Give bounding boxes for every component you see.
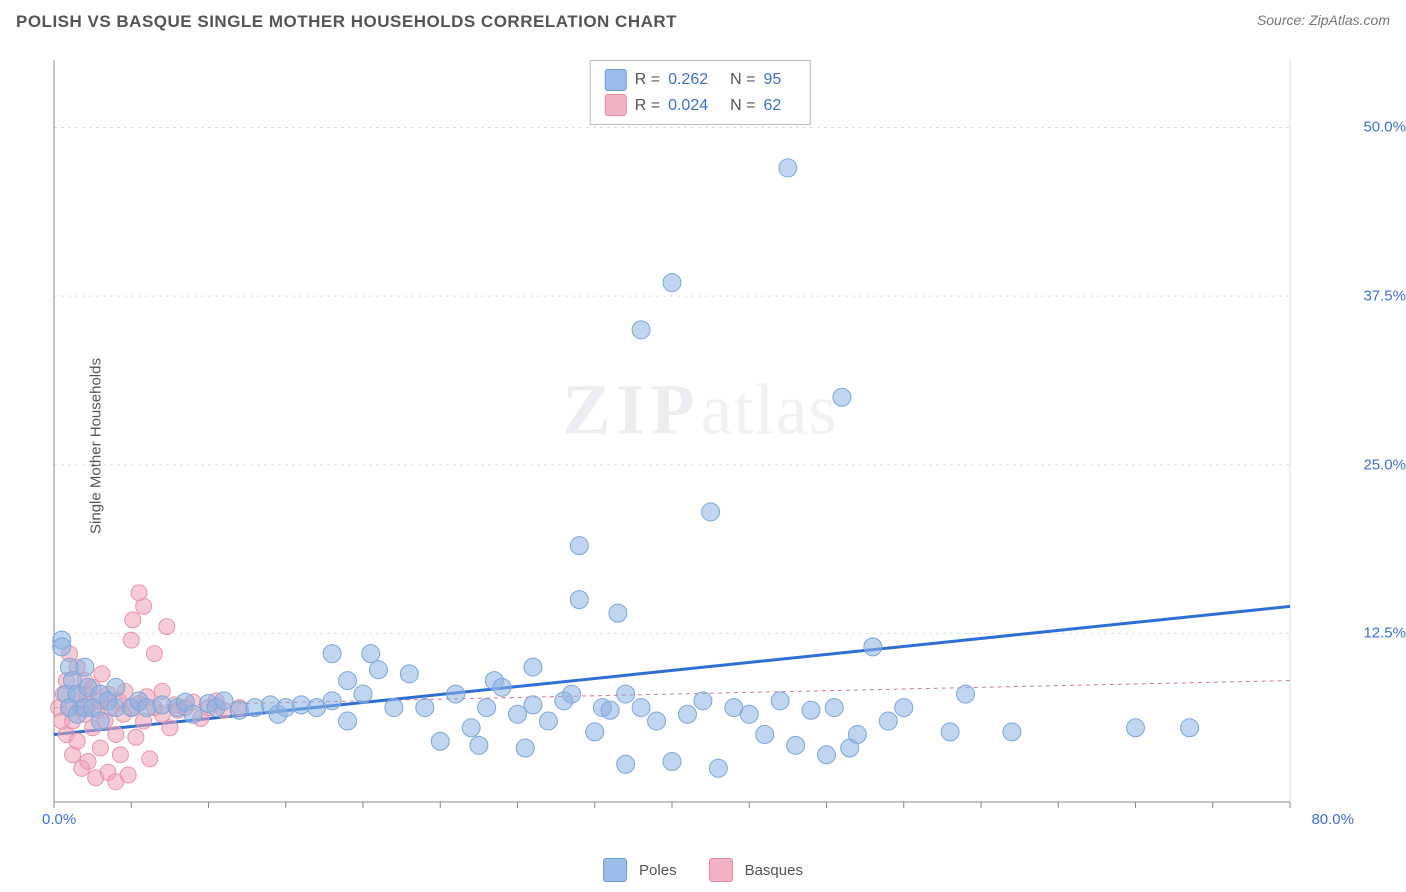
chart-title: POLISH VS BASQUE SINGLE MOTHER HOUSEHOLD… xyxy=(16,12,1390,32)
stat-n-label: N = xyxy=(730,67,755,93)
correlation-stat-box: R = 0.262 N = 95 R = 0.024 N = 62 xyxy=(590,60,811,125)
stat-row-basques: R = 0.024 N = 62 xyxy=(605,93,796,119)
swatch-basques-icon xyxy=(605,94,627,116)
stat-n-label2: N = xyxy=(730,93,755,119)
chart-area: ZIPatlas R = 0.262 N = 95 R = 0.024 N = … xyxy=(50,56,1350,826)
stat-n-basques: 62 xyxy=(763,93,781,119)
bottom-legend: Poles Basques xyxy=(603,858,803,882)
source-name: ZipAtlas.com xyxy=(1309,12,1390,28)
stat-r-label2: R = xyxy=(635,93,660,119)
y-tick-label: 37.5% xyxy=(1363,288,1406,305)
x-axis-min-label: 0.0% xyxy=(42,811,76,828)
stat-r-label: R = xyxy=(635,67,660,93)
chart-source: Source: ZipAtlas.com xyxy=(1257,12,1390,28)
legend-swatch-poles-icon xyxy=(603,858,627,882)
stat-r-poles: 0.262 xyxy=(668,67,708,93)
y-tick-label: 25.0% xyxy=(1363,456,1406,473)
y-tick-label: 50.0% xyxy=(1363,119,1406,136)
stat-row-poles: R = 0.262 N = 95 xyxy=(605,67,796,93)
stat-r-basques: 0.024 xyxy=(668,93,708,119)
x-axis-max-label: 80.0% xyxy=(1311,811,1354,828)
y-tick-label: 12.5% xyxy=(1363,625,1406,642)
source-prefix: Source: xyxy=(1257,12,1309,28)
stat-n-poles: 95 xyxy=(763,67,781,93)
legend-label-poles: Poles xyxy=(639,862,677,879)
legend-label-basques: Basques xyxy=(745,862,803,879)
scatter-chart-svg xyxy=(50,56,1350,826)
swatch-poles-icon xyxy=(605,69,627,91)
legend-swatch-basques-icon xyxy=(709,858,733,882)
